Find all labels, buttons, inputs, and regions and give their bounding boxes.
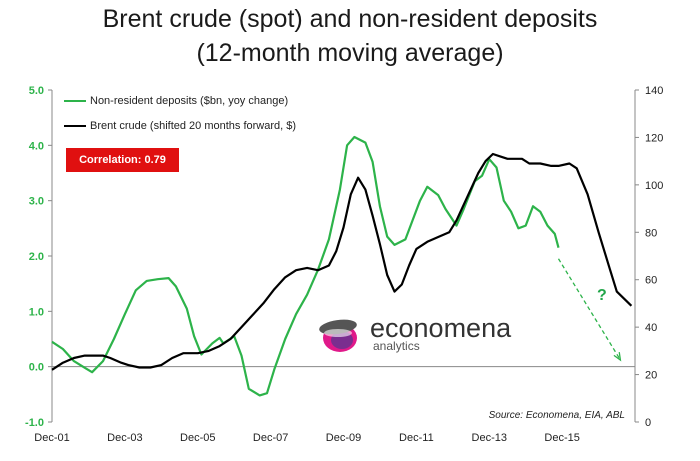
- left-tick-label: 5.0: [29, 85, 44, 97]
- right-tick-label: 0: [645, 417, 651, 429]
- legend-label-deposits: Non-resident deposits ($bn, yoy change): [90, 95, 289, 107]
- source-note: Source: Economena, EIA, ABL: [488, 410, 625, 421]
- economena-logo-icon: [319, 319, 357, 352]
- left-tick-label: -1.0: [25, 417, 44, 429]
- legend-item-deposits: Non-resident deposits ($bn, yoy change): [64, 95, 288, 107]
- right-tick-label: 20: [645, 370, 657, 382]
- x-tick-label: Dec-07: [253, 432, 288, 444]
- chart-title-line1: Brent crude (spot) and non-resident depo…: [102, 5, 598, 33]
- left-tick-label: 2.0: [29, 251, 44, 263]
- right-tick-label: 40: [645, 322, 657, 334]
- right-tick-label: 80: [645, 227, 657, 239]
- x-tick-label: Dec-05: [180, 432, 215, 444]
- x-tick-label: Dec-13: [472, 432, 507, 444]
- right-tick-label: 140: [645, 85, 663, 97]
- legend-label-brent: Brent crude (shifted 20 months forward, …: [90, 120, 297, 132]
- logo-name: economena: [370, 313, 512, 343]
- correlation-badge: Correlation: 0.79: [66, 148, 179, 172]
- x-tick-label: Dec-01: [34, 432, 69, 444]
- x-tick-label: Dec-09: [326, 432, 361, 444]
- legend-swatch-brent: [64, 125, 86, 128]
- series-line-deposits: [51, 135, 560, 397]
- series-line-brent: [51, 152, 633, 371]
- right-tick-label: 120: [645, 132, 663, 144]
- x-tick-label: Dec-03: [107, 432, 142, 444]
- left-tick-label: 1.0: [29, 306, 44, 318]
- chart-title-line2: (12-month moving average): [196, 39, 504, 67]
- left-tick-label: 4.0: [29, 140, 44, 152]
- legend-item-brent: Brent crude (shifted 20 months forward, …: [64, 120, 296, 132]
- right-tick-label: 100: [645, 180, 663, 192]
- legend-swatch-deposits: [64, 100, 86, 103]
- right-tick-label: 60: [645, 275, 657, 287]
- left-tick-label: 0.0: [29, 362, 44, 374]
- trend-arrow-head: [613, 352, 622, 362]
- logo-subtitle: analytics: [373, 339, 420, 353]
- trend-arrow-line: [557, 258, 621, 361]
- x-tick-label: Dec-11: [399, 432, 434, 444]
- question-mark: ?: [597, 287, 607, 304]
- x-tick-label: Dec-15: [544, 432, 579, 444]
- left-tick-label: 3.0: [29, 196, 44, 208]
